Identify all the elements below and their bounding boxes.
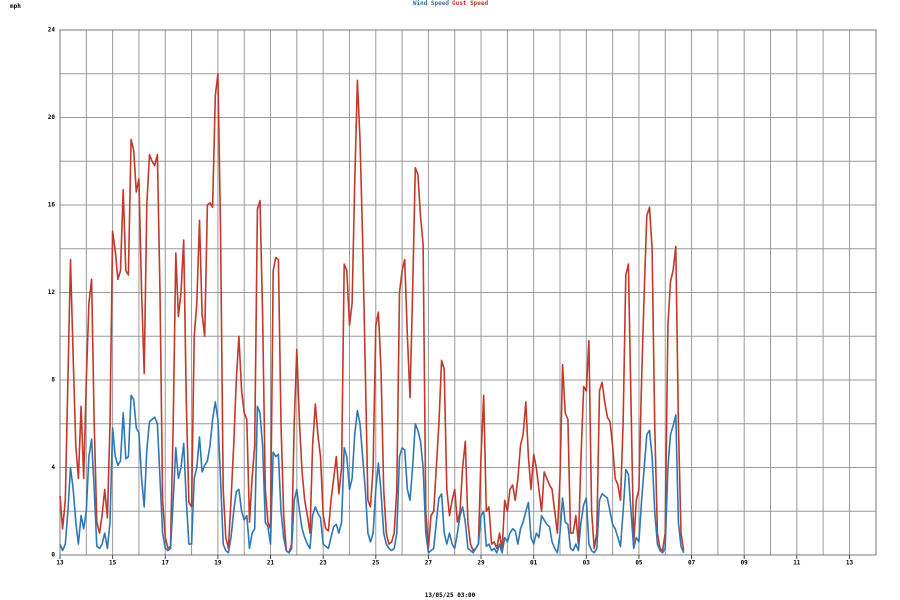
series-lines <box>59 73 685 554</box>
x-tick-label: 29 <box>477 560 485 567</box>
x-tick-label: 07 <box>688 560 696 567</box>
x-tick-label: 05 <box>635 560 643 567</box>
x-tick-label: 03 <box>583 560 591 567</box>
wind-speed-line <box>59 394 685 554</box>
x-tick-label: 17 <box>162 560 170 567</box>
x-axis-ticks: 13 15 17 19 21 23 25 27 29 01 03 05 07 09 11 13 <box>56 555 853 567</box>
y-axis-ticks: 0 4 8 12 16 20 24 <box>48 27 56 559</box>
x-tick-label: 13 <box>846 560 854 567</box>
y-tick-label: 20 <box>48 114 56 121</box>
legend-gust-speed: Gust Speed <box>452 0 489 7</box>
y-tick-label: 0 <box>51 552 55 559</box>
y-tick-label: 24 <box>48 27 56 34</box>
x-tick-label: 13 <box>56 560 64 567</box>
x-tick-label: 19 <box>214 560 222 567</box>
x-tick-label: 11 <box>793 560 801 567</box>
plot-frame <box>59 29 877 556</box>
y-tick-label: 4 <box>51 464 55 471</box>
y-tick-label: 8 <box>51 377 55 384</box>
y-axis-label: mph <box>10 3 21 10</box>
x-axis-caption: 13/05/25 03:00 <box>425 592 476 599</box>
legend: Wind Speed Gust Speed <box>413 0 489 7</box>
y-tick-label: 12 <box>48 289 56 296</box>
gust-speed-line <box>59 73 685 554</box>
x-tick-label: 23 <box>320 560 328 567</box>
x-tick-label: 09 <box>741 560 749 567</box>
x-tick-label: 01 <box>530 560 538 567</box>
y-tick-label: 16 <box>48 202 56 209</box>
x-tick-label: 15 <box>109 560 117 567</box>
x-tick-label: 27 <box>425 560 433 567</box>
x-tick-label: 25 <box>372 560 380 567</box>
x-tick-label: 21 <box>267 560 275 567</box>
legend-wind-speed: Wind Speed <box>413 0 450 7</box>
